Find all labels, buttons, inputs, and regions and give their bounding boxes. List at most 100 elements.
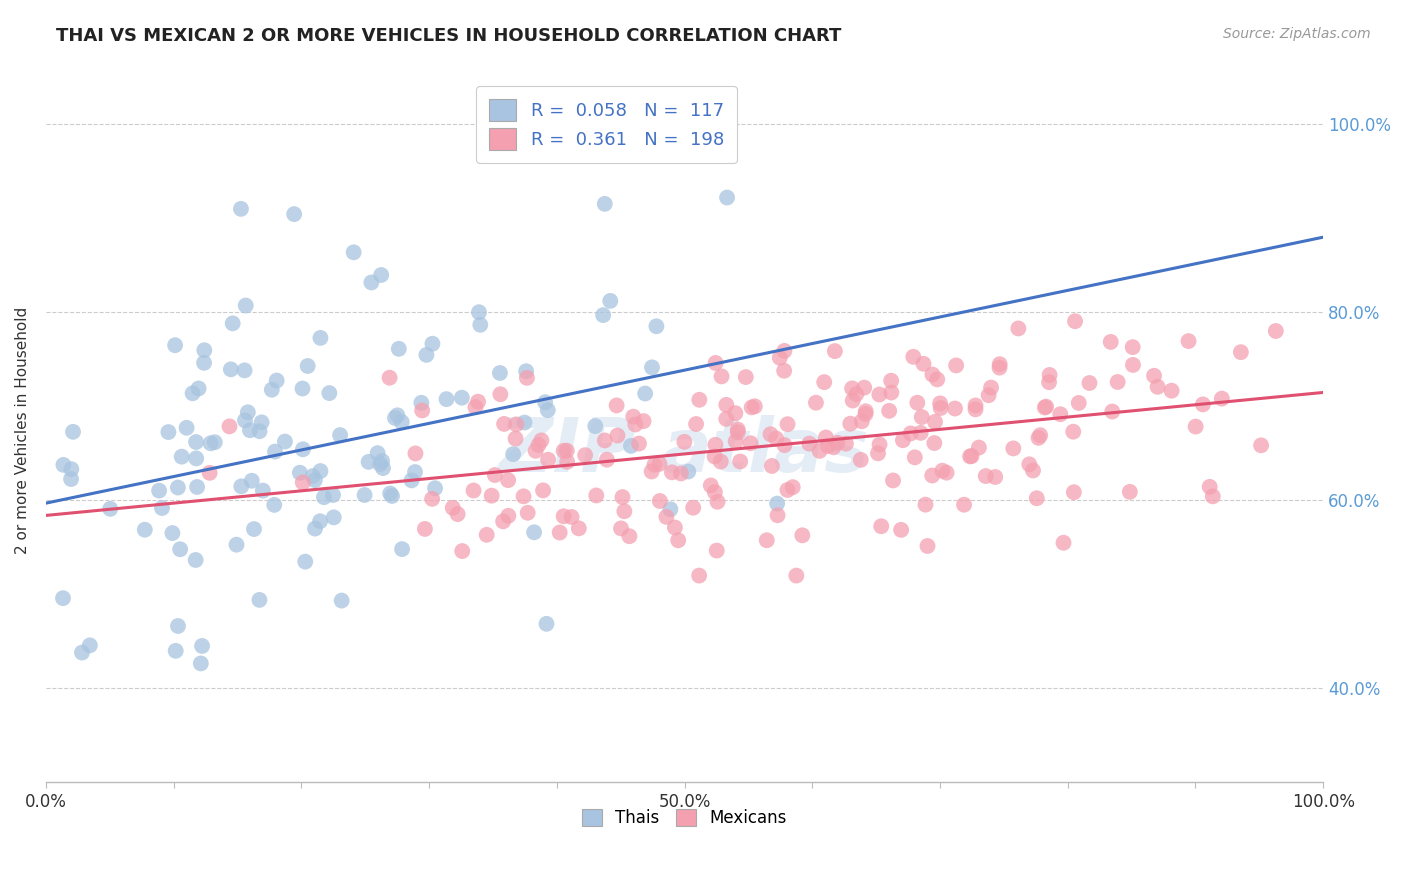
Point xyxy=(475,528,498,542)
Point xyxy=(621,409,644,424)
Point xyxy=(641,360,664,375)
Point xyxy=(980,380,1002,394)
Point xyxy=(515,364,537,378)
Point xyxy=(343,245,366,260)
Point xyxy=(924,436,946,450)
Point xyxy=(537,452,560,467)
Point xyxy=(792,528,814,542)
Point xyxy=(411,396,433,410)
Point xyxy=(411,403,433,417)
Point xyxy=(845,387,868,401)
Text: ZIP atlas: ZIP atlas xyxy=(499,415,870,488)
Point xyxy=(167,619,190,633)
Point xyxy=(79,638,101,652)
Point xyxy=(309,464,332,478)
Point xyxy=(648,457,671,471)
Point xyxy=(368,457,391,471)
Point xyxy=(513,416,536,430)
Point xyxy=(329,428,352,442)
Point xyxy=(960,449,983,463)
Point xyxy=(769,351,792,365)
Point xyxy=(484,468,506,483)
Point xyxy=(880,374,903,388)
Point xyxy=(1028,431,1050,445)
Point xyxy=(464,400,486,414)
Point xyxy=(1177,334,1199,348)
Point xyxy=(263,498,285,512)
Point xyxy=(977,388,1000,402)
Point xyxy=(1067,396,1090,410)
Point xyxy=(688,392,710,407)
Point xyxy=(367,446,389,460)
Point xyxy=(523,525,546,540)
Point xyxy=(904,450,927,465)
Point xyxy=(162,526,184,541)
Point xyxy=(633,414,655,428)
Point xyxy=(839,417,862,431)
Point xyxy=(744,400,766,414)
Point xyxy=(765,432,787,446)
Point xyxy=(855,407,877,421)
Point xyxy=(561,510,583,524)
Point xyxy=(148,483,170,498)
Point xyxy=(706,543,728,558)
Point xyxy=(1160,384,1182,398)
Point xyxy=(516,371,538,385)
Point xyxy=(1143,368,1166,383)
Point xyxy=(524,443,547,458)
Point xyxy=(1101,404,1123,418)
Point xyxy=(945,359,967,373)
Point xyxy=(260,383,283,397)
Point xyxy=(703,450,725,464)
Point xyxy=(1250,438,1272,452)
Point xyxy=(249,424,271,438)
Y-axis label: 2 or more Vehicles in Household: 2 or more Vehicles in Household xyxy=(15,306,30,554)
Point xyxy=(450,391,472,405)
Point xyxy=(716,190,738,204)
Point xyxy=(868,387,890,401)
Point xyxy=(553,509,575,524)
Point xyxy=(773,364,796,378)
Point xyxy=(965,399,987,413)
Point xyxy=(835,436,858,450)
Point xyxy=(489,387,512,401)
Point xyxy=(219,362,242,376)
Point xyxy=(585,488,607,502)
Point xyxy=(378,370,401,384)
Point xyxy=(291,382,314,396)
Point xyxy=(288,466,311,480)
Point xyxy=(596,452,619,467)
Point xyxy=(187,381,209,395)
Point xyxy=(301,469,323,483)
Point xyxy=(773,343,796,358)
Point xyxy=(1211,392,1233,406)
Point xyxy=(548,525,571,540)
Point xyxy=(229,202,252,216)
Point xyxy=(610,521,633,535)
Point xyxy=(648,494,671,508)
Point xyxy=(655,509,678,524)
Point xyxy=(700,478,723,492)
Point xyxy=(505,417,527,432)
Point xyxy=(371,461,394,475)
Point xyxy=(193,343,215,358)
Point xyxy=(404,465,426,479)
Point xyxy=(537,403,560,417)
Point xyxy=(413,522,436,536)
Point xyxy=(391,542,413,557)
Point xyxy=(710,369,733,384)
Point xyxy=(911,410,934,425)
Point xyxy=(910,425,932,440)
Point xyxy=(943,401,966,416)
Point xyxy=(627,436,650,450)
Point xyxy=(1007,321,1029,335)
Point xyxy=(384,411,406,425)
Point xyxy=(530,434,553,448)
Point xyxy=(974,469,997,483)
Text: Source: ZipAtlas.com: Source: ZipAtlas.com xyxy=(1223,27,1371,41)
Point xyxy=(297,359,319,373)
Point xyxy=(917,539,939,553)
Point xyxy=(869,437,891,451)
Point xyxy=(1078,376,1101,390)
Point xyxy=(236,405,259,419)
